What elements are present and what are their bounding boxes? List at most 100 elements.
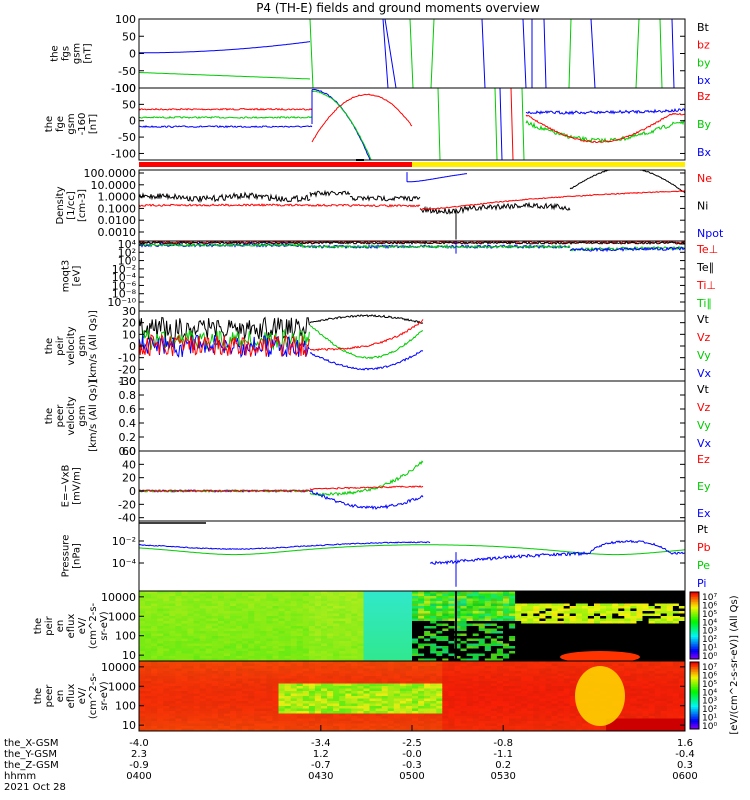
heatmap-cell [284, 703, 292, 707]
heatmap-cell [466, 691, 474, 694]
heatmap-cell [648, 626, 656, 629]
heatmap-cell [636, 636, 643, 639]
heatmap-cell [412, 626, 419, 629]
heatmap-cell [545, 611, 552, 614]
heatmap-cell [606, 641, 613, 644]
heatmap-cell [278, 693, 285, 697]
heatmap-cell [581, 591, 589, 594]
heatmap-cell [351, 673, 358, 677]
heatmap-cell [551, 696, 558, 699]
heatmap-cell [157, 643, 164, 647]
heatmap-cell [199, 623, 207, 627]
heatmap-cell [642, 658, 649, 661]
heatmap-cell [151, 673, 158, 677]
heatmap-cell [260, 598, 267, 602]
heatmap-cell [678, 651, 685, 654]
heatmap-cell [405, 716, 413, 719]
heatmap-cell [248, 658, 255, 661]
heatmap-cell [484, 618, 492, 622]
heatmap-cell [539, 688, 546, 692]
heatmap-cell [193, 678, 201, 682]
heatmap-cell [472, 693, 480, 697]
heatmap-cell [236, 641, 243, 644]
heatmap-cell [430, 603, 437, 607]
heatmap-cell [569, 726, 577, 729]
heatmap-cell [478, 673, 486, 677]
heatmap-cell [369, 611, 376, 614]
heatmap-cell [163, 596, 170, 599]
heatmap-cell [157, 716, 164, 719]
heatmap-cell [223, 606, 231, 609]
heatmap-cell [594, 616, 601, 619]
ylabel-line: peer [55, 404, 66, 428]
heatmap-cell [424, 641, 431, 644]
heatmap-cell [296, 713, 304, 717]
heatmap-cell [296, 728, 304, 731]
heatmap-cell [169, 666, 176, 669]
heatmap-cell [612, 631, 619, 634]
heatmap-cell [466, 683, 474, 687]
heatmap-cell [254, 678, 261, 682]
heatmap-cell [484, 676, 492, 679]
heatmap-cell [442, 651, 449, 654]
heatmap-cell [193, 683, 201, 687]
heatmap-cell [163, 591, 170, 594]
heatmap-cell [211, 716, 219, 719]
heatmap-cell [539, 593, 546, 597]
heatmap-cell [393, 621, 401, 624]
heatmap-cell [545, 608, 552, 612]
heatmap-cell [448, 728, 455, 731]
heatmap-cell [672, 653, 680, 657]
heatmap-cell [145, 611, 152, 614]
panel-peir_vel-ylabel: the peir velocity gsm [km/s (All Qs)] [44, 310, 99, 382]
heatmap-cell [290, 701, 298, 704]
heatmap-cell [363, 603, 370, 607]
heatmap-cell [454, 658, 461, 661]
heatmap-cell [436, 691, 443, 694]
heatmap-cell [248, 611, 255, 614]
heatmap-cell [436, 728, 443, 731]
heatmap-cell [187, 616, 194, 619]
heatmap-cell [375, 608, 383, 612]
heatmap-cell [302, 691, 310, 694]
heatmap-cell [223, 668, 231, 672]
heatmap-cell [666, 651, 674, 654]
heatmap-cell [296, 693, 304, 697]
heatmap-cell [254, 673, 261, 677]
heatmap-cell [139, 706, 146, 709]
heatmap-cell [363, 606, 370, 609]
heatmap-cell [387, 621, 395, 624]
heatmap-cell [478, 591, 486, 594]
heatmap-cell [678, 601, 685, 604]
heatmap-cell [248, 691, 255, 694]
heatmap-cell [187, 598, 194, 602]
heatmap-cell [193, 703, 201, 707]
heatmap-cell [600, 633, 607, 637]
heatmap-cell [660, 621, 668, 624]
heatmap-cell [345, 698, 352, 702]
heatmap-cell [405, 621, 413, 624]
heatmap-cell [484, 603, 492, 607]
heatmap-cell [381, 721, 389, 724]
heatmap-cell [515, 648, 522, 652]
heatmap-cell [448, 673, 455, 677]
heatmap-cell [375, 673, 383, 677]
heatmap-cell [375, 676, 383, 679]
heatmap-cell [460, 606, 467, 609]
heatmap-cell [521, 676, 528, 679]
heatmap-cell [503, 633, 510, 637]
heatmap-cell [442, 628, 449, 632]
heatmap-cell [545, 658, 552, 661]
heatmap-cell [266, 708, 273, 712]
heatmap-cell [308, 726, 316, 729]
panel-peer_vel-ylabel: the peer velocity gsm [km/s (All Qs)] [44, 380, 99, 452]
heatmap-cell [418, 701, 425, 704]
heatmap-cell [490, 606, 498, 609]
heatmap-cell [151, 636, 158, 639]
heatmap-cell [466, 711, 474, 714]
heatmap-cell [369, 693, 376, 697]
heatmap-cell [569, 701, 577, 704]
heatmap-cell [181, 706, 188, 709]
heatmap-cell [460, 661, 467, 664]
